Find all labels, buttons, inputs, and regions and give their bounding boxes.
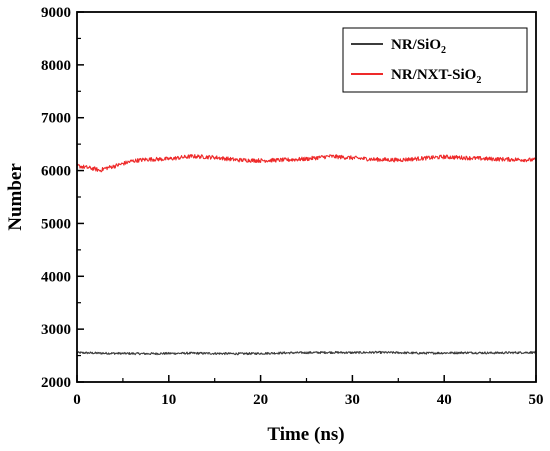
y-tick-label: 9000 xyxy=(41,5,71,21)
series-layer xyxy=(76,154,537,356)
x-tick-label: 20 xyxy=(253,392,268,408)
x-axis-title: Time (ns) xyxy=(267,424,344,445)
y-tick-label: 7000 xyxy=(41,111,71,127)
y-tick-label: 6000 xyxy=(41,164,71,180)
x-tick-label: 40 xyxy=(437,392,452,408)
legend-label-subscript: 2 xyxy=(476,75,481,86)
y-tick-label: 4000 xyxy=(41,269,71,285)
legend-label-main: NR/SiO xyxy=(391,37,441,53)
legend-label-subscript: 2 xyxy=(441,45,446,56)
x-tick-label: 50 xyxy=(529,392,544,408)
x-tick-label: 30 xyxy=(345,392,360,408)
legend-box xyxy=(342,27,528,93)
series-line-1 xyxy=(76,350,537,356)
legend-label: NR/NXT-SiO2 xyxy=(391,67,481,86)
y-tick-label: 2000 xyxy=(41,375,71,391)
x-axis-ticks: 0 10 20 30 40 50 xyxy=(73,375,544,408)
y-axis-ticks: 2000 3000 4000 5000 6000 7000 8000 9000 xyxy=(41,5,84,391)
x-tick-label: 10 xyxy=(161,392,176,408)
legend-label: NR/SiO2 xyxy=(391,37,446,56)
y-tick-label: 3000 xyxy=(41,322,71,338)
x-tick-label: 0 xyxy=(73,392,81,408)
y-tick-label: 5000 xyxy=(41,216,71,232)
series-line-2 xyxy=(76,154,537,173)
y-axis-title: Number xyxy=(5,163,26,231)
legend-label-main: NR/NXT-SiO xyxy=(391,67,476,83)
y-tick-label: 8000 xyxy=(41,58,71,74)
